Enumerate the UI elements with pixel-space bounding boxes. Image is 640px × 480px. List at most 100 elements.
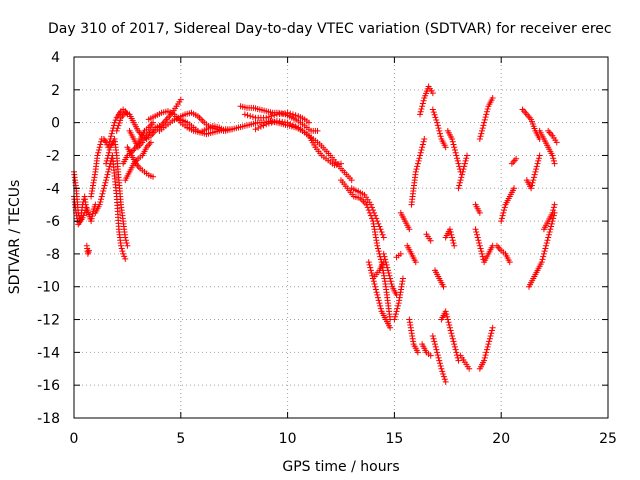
data-point [538,259,545,266]
data-point [265,120,272,127]
data-point [393,308,400,315]
data-point [450,338,457,345]
data-point [541,248,548,255]
data-point [449,234,456,241]
data-point [150,119,157,126]
data-point [378,229,385,236]
data-point [481,116,488,123]
data-point [382,259,389,266]
data-point [412,168,419,175]
data-point [476,242,483,249]
data-point [477,133,484,140]
data-point [513,155,520,162]
series-arc-49 [523,152,543,192]
data-point [432,114,439,121]
data-point [476,136,483,143]
data-point [544,237,551,244]
series-arc-50 [525,209,558,290]
data-point [481,354,488,361]
data-point [271,118,278,125]
data-point [453,349,460,356]
series-arc-9 [122,139,154,184]
data-point [372,286,379,293]
data-point [414,349,421,356]
data-point [506,259,513,266]
data-point [392,313,399,320]
data-point [435,125,442,132]
data-point [528,185,535,192]
data-point [257,123,264,130]
data-point [442,144,449,151]
series-arc-37 [442,226,458,249]
data-point [488,327,495,334]
series-arc-39 [455,152,471,192]
series-arc-45 [493,242,513,266]
series-arc-28 [406,316,421,356]
data-point [385,270,392,277]
data-point [397,250,404,257]
series-arc-38 [444,127,464,175]
series-arc-40 [457,352,473,372]
data-point [453,152,460,159]
data-point [430,109,437,116]
data-point [122,234,129,241]
data-point [420,138,427,145]
data-point [384,267,391,274]
data-point [449,237,456,244]
data-point [419,144,426,151]
data-point [372,212,379,219]
data-point [478,250,485,257]
data-point [417,152,424,159]
data-point [455,185,462,192]
data-point [388,280,395,287]
x-tick-label: 5 [176,431,185,447]
data-point [484,105,491,112]
data-point [421,136,428,143]
data-point [380,250,387,257]
series-arc-24 [391,275,406,323]
series-arc-11 [126,122,163,151]
data-point [549,152,556,159]
data-point [373,215,380,222]
data-point [386,272,393,279]
data-point [531,171,538,178]
data-point [533,163,540,170]
data-point [374,218,381,225]
data-point [438,365,445,372]
data-point [415,157,422,164]
data-point [449,332,456,339]
data-point [338,160,344,167]
data-point [551,201,558,208]
data-point [433,117,440,124]
data-point [366,261,373,268]
data-point [101,182,108,189]
data-point [476,209,483,216]
data-point [451,146,458,153]
data-point [550,155,557,162]
data-point [548,223,555,230]
series-arc-46 [498,185,518,225]
data-point [501,207,508,214]
data-point [449,335,456,342]
series-arc-42 [476,95,496,143]
data-point [97,198,104,205]
data-point [454,157,461,164]
x-tick-label: 10 [279,431,297,447]
data-point [454,352,461,359]
data-point [150,173,157,180]
data-point [464,152,471,159]
data-point [387,278,394,285]
data-point [429,106,436,113]
data-point [105,149,112,156]
data-point [483,346,490,353]
data-point [287,110,294,117]
data-point [551,160,558,167]
data-point [501,204,508,211]
data-point [543,239,550,246]
data-point [449,138,456,145]
data-point [417,108,424,115]
data-point [123,239,130,246]
data-point [119,248,126,255]
data-point [418,146,425,153]
data-point [484,343,491,350]
